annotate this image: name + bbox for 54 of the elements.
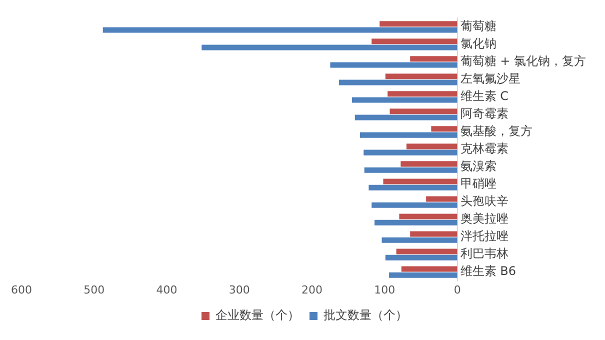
y-tick-label: 泮托拉唑: [460, 229, 508, 244]
y-tick-label: 葡萄糖: [460, 19, 496, 34]
y-tick-label: 利巴韦林: [460, 246, 508, 261]
legend-label: 批文数量（个）: [324, 308, 408, 322]
bar: [202, 44, 458, 50]
bar: [383, 178, 458, 184]
x-tick-label: 300: [228, 283, 250, 296]
bar: [400, 161, 458, 167]
bar: [406, 144, 458, 150]
x-tick-label: 600: [11, 283, 32, 296]
y-tick-label: 氨基酸，复方: [460, 124, 532, 138]
x-tick-label: 0: [454, 283, 461, 296]
bar: [372, 38, 458, 44]
bar: [388, 91, 458, 97]
y-tick-label: 甲硝唑: [460, 176, 496, 191]
bar: [354, 114, 458, 120]
bar: [364, 167, 458, 173]
y-tick-label: 克林霉素: [460, 142, 508, 156]
bar: [399, 214, 458, 220]
bar: [401, 266, 458, 272]
bar: [389, 272, 458, 278]
bar: [390, 108, 458, 114]
bar: [364, 150, 458, 156]
bar: [410, 56, 458, 62]
bar: [426, 196, 458, 202]
bar: [382, 237, 458, 243]
y-tick-label: 维生素 C: [460, 89, 509, 104]
y-tick-label: 左氧氟沙星: [460, 72, 520, 86]
x-tick-label: 500: [84, 283, 105, 296]
bar: [431, 126, 458, 132]
bar: [380, 21, 458, 27]
legend-label: 企业数量（个）: [216, 308, 300, 322]
y-tick-label: 阿奇霉素: [460, 106, 508, 121]
bar: [374, 220, 458, 226]
y-tick-label: 头孢呋辛: [460, 194, 508, 208]
bar: [396, 248, 458, 254]
bar: [372, 202, 458, 208]
y-tick-label: 氯化钠: [460, 36, 496, 51]
x-tick-label: 400: [156, 283, 178, 296]
bar: [352, 97, 458, 103]
x-tick-label: 200: [302, 283, 323, 296]
bar: [102, 27, 458, 33]
y-tick-label: 维生素 B6: [460, 264, 516, 278]
x-tick-label: 100: [374, 283, 396, 296]
y-tick-label: 氨溴索: [460, 159, 496, 174]
bar: [330, 62, 458, 68]
bar: [410, 231, 458, 237]
bar: [338, 80, 458, 86]
bar: [385, 254, 458, 260]
bar: [360, 132, 458, 138]
bar: [385, 74, 458, 80]
y-tick-label: 奥美拉唑: [460, 212, 508, 226]
y-tick-label: 葡萄糖 + 氯化钠，复方: [460, 54, 586, 68]
bar: [368, 184, 458, 190]
